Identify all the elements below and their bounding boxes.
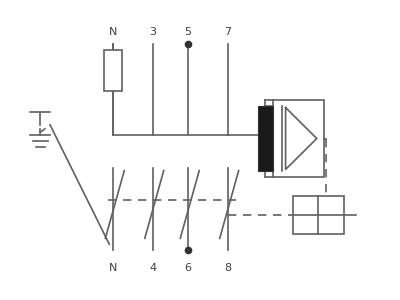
Text: 5: 5 — [185, 27, 192, 37]
Bar — [104, 50, 122, 91]
Text: 6: 6 — [185, 263, 192, 273]
Text: 4: 4 — [149, 263, 156, 273]
Bar — [272, 100, 324, 177]
Bar — [293, 196, 344, 234]
Text: N: N — [109, 27, 118, 37]
Text: 7: 7 — [224, 27, 231, 37]
Text: 8: 8 — [224, 263, 231, 273]
Text: N: N — [109, 263, 118, 273]
Bar — [258, 106, 272, 171]
Text: 3: 3 — [149, 27, 156, 37]
